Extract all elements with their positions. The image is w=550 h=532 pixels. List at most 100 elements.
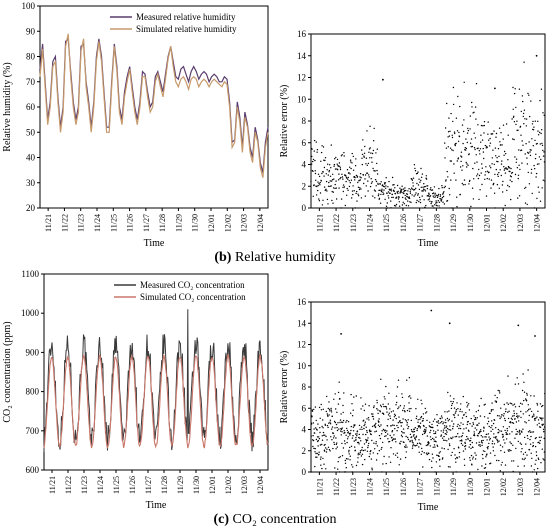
error-point — [502, 191, 504, 193]
error-point — [541, 448, 543, 450]
error-point — [503, 150, 506, 153]
error-point — [419, 427, 421, 429]
error-point — [313, 408, 315, 411]
error-point — [452, 120, 454, 123]
error-point — [406, 193, 409, 195]
error-point — [385, 205, 388, 207]
error-point — [397, 192, 399, 195]
error-point — [332, 187, 335, 189]
error-point — [444, 127, 447, 129]
error-point — [342, 419, 345, 422]
error-point-peak — [382, 78, 384, 81]
error-point — [314, 406, 317, 408]
error-point — [524, 398, 527, 400]
error-point — [509, 179, 511, 181]
error-point — [422, 188, 425, 190]
error-point — [523, 123, 525, 125]
error-point — [332, 202, 334, 204]
x-tick-label: 11/26 — [126, 214, 135, 232]
error-point — [515, 447, 517, 450]
error-point — [341, 173, 343, 175]
error-point — [343, 471, 346, 473]
error-point — [490, 462, 492, 464]
error-point — [395, 417, 397, 420]
error-point — [469, 115, 471, 117]
error-point — [522, 144, 524, 146]
error-point — [535, 417, 537, 419]
error-point — [415, 201, 417, 204]
error-point — [403, 203, 405, 205]
x-tick-label: 11/26 — [128, 476, 137, 494]
error-point — [531, 457, 533, 460]
error-point — [361, 428, 363, 431]
x-tick-label: 11/23 — [80, 476, 89, 494]
error-point — [327, 415, 329, 417]
error-point — [450, 160, 453, 162]
error-point — [448, 428, 450, 431]
error-point — [356, 430, 359, 432]
error-point — [401, 185, 403, 187]
error-point — [317, 423, 319, 425]
error-point — [494, 173, 496, 176]
error-point — [481, 167, 483, 169]
error-point — [500, 144, 502, 146]
error-point — [313, 428, 315, 430]
error-point — [478, 444, 480, 446]
error-point — [464, 147, 466, 149]
error-point — [437, 429, 439, 431]
error-point — [312, 422, 314, 424]
error-point — [443, 435, 445, 438]
scatter-points — [310, 54, 546, 209]
error-point — [534, 463, 536, 465]
error-point — [453, 448, 455, 450]
error-point — [517, 465, 519, 467]
error-point — [433, 196, 435, 198]
error-point — [504, 168, 506, 170]
error-point — [493, 163, 495, 166]
error-point — [510, 449, 512, 452]
error-point — [415, 435, 418, 437]
error-point — [487, 448, 489, 450]
error-point — [434, 194, 436, 196]
error-point — [523, 61, 525, 63]
error-point — [418, 451, 420, 453]
error-point — [383, 455, 385, 458]
error-point — [425, 429, 427, 431]
error-point — [393, 416, 396, 418]
error-point — [315, 419, 317, 422]
error-point — [541, 424, 544, 426]
error-point — [455, 410, 457, 413]
error-point — [474, 137, 477, 139]
error-point — [468, 153, 470, 155]
error-point — [318, 200, 321, 202]
error-point — [530, 149, 532, 151]
error-point — [418, 446, 420, 448]
error-point — [532, 145, 534, 147]
error-point — [376, 173, 379, 175]
error-point — [425, 412, 427, 414]
error-point — [368, 174, 370, 176]
error-point — [425, 452, 428, 454]
error-point — [476, 429, 478, 431]
error-point — [442, 195, 445, 198]
error-point — [483, 416, 486, 418]
error-point — [507, 184, 509, 187]
error-point — [345, 467, 347, 469]
error-point — [341, 176, 344, 178]
series-line — [39, 37, 269, 173]
error-point — [369, 453, 371, 455]
error-point — [312, 170, 314, 172]
error-point — [434, 196, 437, 198]
x-tick-label: 11/23 — [77, 214, 86, 232]
error-point — [483, 427, 485, 429]
error-point — [351, 162, 353, 164]
error-point — [466, 423, 468, 426]
error-point — [467, 404, 469, 406]
error-point — [490, 410, 492, 412]
error-point — [330, 185, 332, 187]
error-point — [391, 176, 394, 179]
error-point — [338, 428, 340, 430]
error-point — [332, 432, 335, 434]
